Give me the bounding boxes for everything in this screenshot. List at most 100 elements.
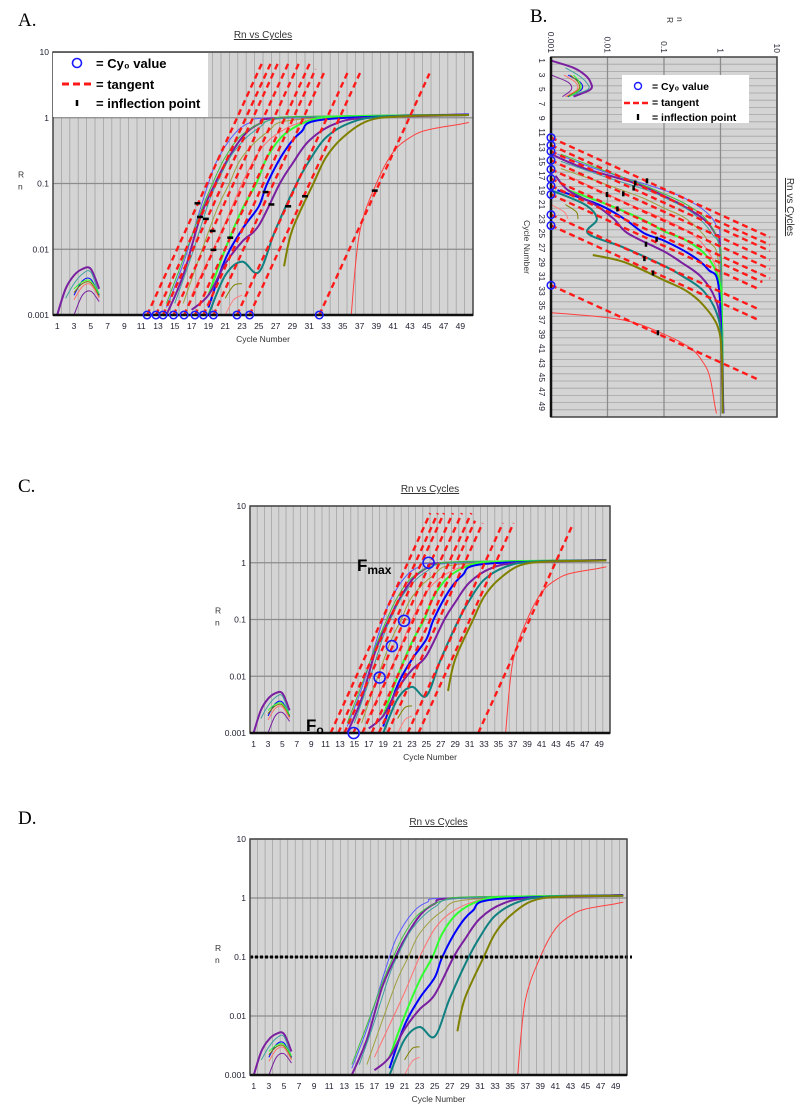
annotation-circle (385, 639, 399, 653)
y-axis-label-part: R (215, 606, 221, 616)
x-tick-label: 25 (537, 229, 547, 239)
amplification-curve (190, 114, 469, 311)
cy0-marker (314, 310, 324, 320)
y-tick-label: 1 (716, 48, 726, 53)
cy0-marker (546, 210, 556, 220)
x-tick-label: 17 (364, 739, 374, 749)
x-tick-label: 3 (537, 73, 547, 78)
y-tick-label: 10 (40, 47, 50, 57)
tangent-line (145, 59, 265, 316)
amplification-curve (358, 895, 624, 1065)
chart-title: Rn vs Cycles (401, 484, 459, 495)
y-tick-label: 0.01 (32, 244, 49, 254)
amplification-curve (563, 74, 579, 98)
amplification-curve (260, 694, 291, 719)
panel-label-c: C. (18, 476, 36, 497)
x-tick-label: 33 (321, 321, 331, 331)
tangent-line (370, 512, 473, 734)
x-tick-label: 23 (537, 214, 547, 224)
x-tick-label: 21 (400, 1081, 410, 1091)
tangent-line (417, 522, 515, 734)
amplification-curve (267, 705, 291, 721)
x-tick-label: 41 (537, 739, 547, 749)
x-tick-label: 23 (415, 1081, 425, 1091)
tangent-line (329, 512, 432, 734)
amplification-curve (551, 74, 573, 98)
x-tick-label: 43 (551, 739, 561, 749)
legend-cy0-label: = Cy₀ value (96, 56, 167, 71)
tangent-line (550, 150, 771, 253)
x-tick-label: 9 (309, 739, 314, 749)
panel-label-d: D. (18, 808, 37, 829)
tangent-line (550, 184, 763, 284)
amplification-curve (404, 1056, 420, 1075)
cy0-marker (232, 310, 242, 320)
tangent-line (406, 522, 504, 734)
tangent-line (172, 59, 291, 316)
x-tick-label: 19 (537, 185, 547, 195)
y-axis-label: Rn (665, 17, 685, 23)
y-axis-label-part: n (18, 182, 23, 192)
y-tick-label: 10 (237, 501, 247, 511)
y-tick-label: 1 (241, 558, 246, 568)
amplification-curve (267, 703, 291, 718)
tangent-line (550, 193, 761, 291)
x-tick-label: 45 (581, 1081, 591, 1091)
legend-inflection-label: = inflection point (96, 96, 201, 111)
x-tick-label: 25 (254, 321, 264, 331)
tangent-line (193, 59, 313, 316)
tangent-line (235, 71, 350, 316)
amplification-curve (505, 566, 607, 733)
amplification-curve (397, 705, 413, 719)
amplification-curve (267, 702, 291, 715)
y-tick-label: 1 (44, 113, 49, 123)
x-tick-label: 29 (288, 321, 298, 331)
legend-a: = Cy₀ value = tangent = inflection point (53, 53, 208, 117)
x-tick-label: 39 (537, 329, 547, 339)
amplification-curve (447, 559, 607, 692)
x-tick-label: 45 (422, 321, 432, 331)
x-tick-label: 23 (407, 739, 417, 749)
x-axis-label: Cycle Number (236, 334, 290, 344)
amplification-curve (388, 894, 624, 1075)
x-tick-label: 49 (456, 321, 466, 331)
x-tick-label: 25 (430, 1081, 440, 1091)
x-tick-label: 43 (566, 1081, 576, 1091)
amplification-curve (565, 67, 590, 98)
x-tick-label: 37 (520, 1081, 530, 1091)
y-tick-label: 0.1 (234, 615, 246, 625)
y-axis-label-part: R (215, 943, 221, 953)
x-tick-label: 11 (325, 1081, 334, 1091)
tangent-line (386, 522, 484, 734)
x-tick-label: 31 (537, 272, 547, 282)
x-tick-label: 5 (280, 739, 285, 749)
chart-title: Rn vs Cycles (409, 817, 467, 828)
x-tick-label: 35 (494, 739, 504, 749)
x-tick-label: 1 (55, 321, 60, 331)
legend-cy0-label: = Cy₀ value (652, 81, 709, 93)
x-tick-label: 33 (537, 286, 547, 296)
amplification-curve (404, 1046, 420, 1061)
legend-inflection-label: = inflection point (652, 112, 737, 124)
chart-panel-c: 1 3 5 7 9 11 13 15 17 19 21 23 25 27 29 31 33 35 37 39 41 43 4… (215, 484, 611, 762)
y-tick-label: 0.001 (225, 728, 247, 738)
x-tick-label: 41 (551, 1081, 561, 1091)
x-tick-label: 47 (537, 387, 547, 397)
amplification-curve (267, 711, 291, 733)
x-tick-label: 43 (405, 321, 415, 331)
amplification-curve (456, 894, 624, 1032)
x-tick-label: 3 (266, 739, 271, 749)
annotation-circle (373, 671, 386, 684)
x-tick-label: 17 (370, 1081, 380, 1091)
chart-title: Rn vs Cycles (784, 178, 795, 236)
cy0-marker (546, 140, 556, 150)
x-tick-label: 19 (204, 321, 214, 331)
amplification-curve (268, 1046, 292, 1062)
annotation-circle (397, 614, 411, 628)
tangent-line (182, 59, 302, 316)
y-tick-label: 0.1 (659, 41, 669, 53)
x-tick-label: 31 (465, 739, 475, 749)
tangent-line (352, 512, 455, 734)
